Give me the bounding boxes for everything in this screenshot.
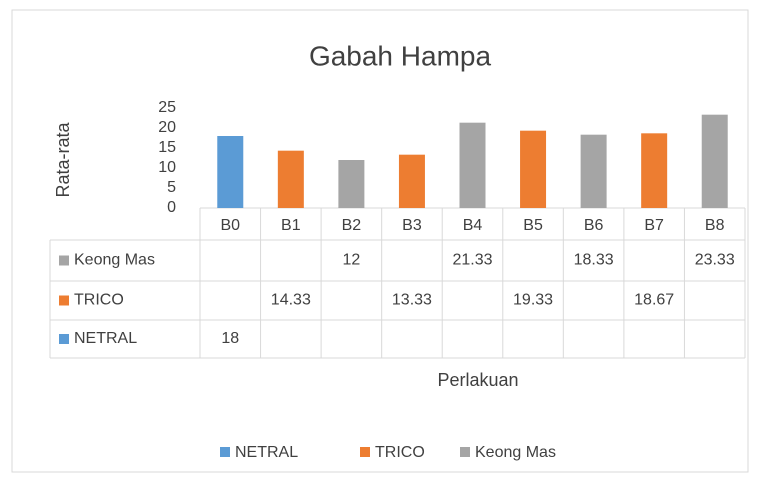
- legend-label: NETRAL: [235, 444, 298, 461]
- bar: [398, 154, 425, 208]
- bar: [641, 133, 668, 208]
- x-tick-label: B5: [523, 217, 543, 234]
- y-tick-label: 5: [167, 179, 176, 196]
- x-tick-label: B3: [402, 217, 422, 234]
- legend-key: [220, 447, 230, 457]
- table-legend-key: [59, 295, 69, 306]
- table-legend-key: [59, 334, 69, 344]
- bar: [217, 136, 244, 208]
- table-value: 14.33: [271, 292, 311, 309]
- chart-border: [11, 9, 749, 473]
- x-tick-label: B1: [281, 217, 301, 234]
- x-tick-label: B7: [644, 217, 664, 234]
- x-axis-label: Perlakuan: [437, 370, 518, 390]
- y-axis-label: Rata-rata: [53, 122, 73, 198]
- bar: [459, 122, 486, 208]
- chart-title: Gabah Hampa: [309, 40, 492, 71]
- bar: [520, 130, 547, 208]
- bar: [580, 134, 607, 208]
- y-tick-label: 0: [167, 199, 176, 216]
- bar: [277, 150, 304, 208]
- table-row-label: TRICO: [74, 292, 124, 309]
- y-tick-label: 25: [158, 99, 176, 116]
- table-row-label: Keong Mas: [74, 252, 155, 269]
- y-tick-label: 20: [158, 119, 176, 136]
- table-value: 23.33: [695, 252, 735, 269]
- legend-key: [360, 447, 370, 457]
- table-value: 18.33: [574, 252, 614, 269]
- x-tick-label: B0: [220, 217, 240, 234]
- bar: [338, 160, 365, 208]
- x-tick-label: B6: [584, 217, 604, 234]
- bar: [701, 114, 728, 208]
- table-row-label: NETRAL: [74, 330, 137, 347]
- y-tick-label: 15: [158, 139, 176, 156]
- table-value: 19.33: [513, 292, 553, 309]
- legend-label: TRICO: [375, 444, 425, 461]
- x-tick-label: B8: [705, 217, 725, 234]
- table-legend-key: [59, 255, 69, 266]
- table-value: 13.33: [392, 292, 432, 309]
- table-value: 18.67: [634, 292, 674, 309]
- table-value: 21.33: [452, 252, 492, 269]
- legend-label: Keong Mas: [475, 444, 556, 461]
- x-tick-label: B2: [342, 217, 362, 234]
- y-tick-label: 10: [158, 159, 176, 176]
- table-value: 12: [342, 252, 360, 269]
- x-tick-label: B4: [463, 217, 483, 234]
- legend-key: [460, 447, 470, 457]
- table-value: 18: [221, 330, 239, 347]
